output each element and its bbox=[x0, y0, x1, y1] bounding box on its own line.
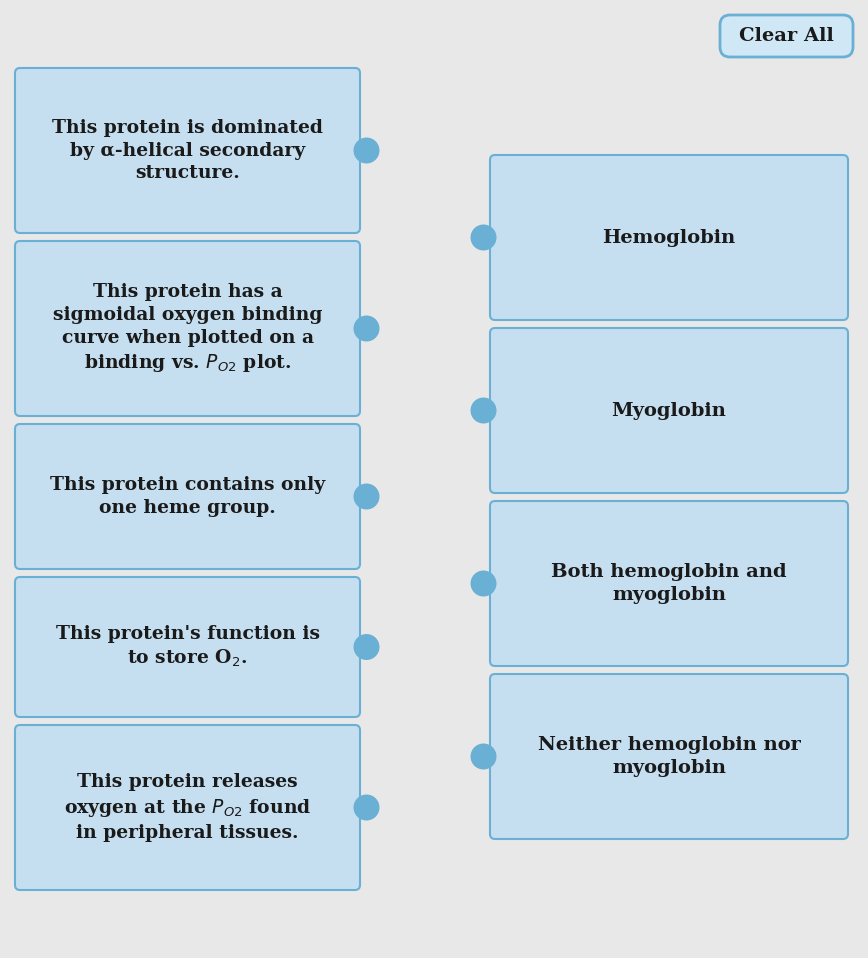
FancyBboxPatch shape bbox=[490, 501, 848, 666]
Circle shape bbox=[470, 743, 496, 769]
Text: Myoglobin: Myoglobin bbox=[612, 401, 727, 420]
Circle shape bbox=[353, 315, 379, 341]
Circle shape bbox=[470, 398, 496, 423]
FancyBboxPatch shape bbox=[15, 241, 360, 416]
Circle shape bbox=[353, 484, 379, 510]
FancyBboxPatch shape bbox=[490, 155, 848, 320]
Text: This protein's function is
to store O$_2$.: This protein's function is to store O$_2… bbox=[56, 625, 319, 670]
Text: This protein is dominated
by α-helical secondary
structure.: This protein is dominated by α-helical s… bbox=[52, 119, 323, 182]
Text: Hemoglobin: Hemoglobin bbox=[602, 229, 735, 246]
Circle shape bbox=[353, 634, 379, 660]
Text: This protein has a
sigmoidal oxygen binding
curve when plotted on a
binding vs. : This protein has a sigmoidal oxygen bind… bbox=[53, 283, 322, 375]
Text: Clear All: Clear All bbox=[739, 27, 834, 45]
Text: Neither hemoglobin nor
myoglobin: Neither hemoglobin nor myoglobin bbox=[537, 736, 800, 777]
Circle shape bbox=[353, 138, 379, 164]
FancyBboxPatch shape bbox=[15, 68, 360, 233]
FancyBboxPatch shape bbox=[15, 577, 360, 717]
Circle shape bbox=[353, 794, 379, 820]
FancyBboxPatch shape bbox=[490, 328, 848, 493]
Text: This protein releases
oxygen at the $\mathit{P}_{\mathit{O2}}$ found
in peripher: This protein releases oxygen at the $\ma… bbox=[64, 773, 312, 842]
Circle shape bbox=[470, 571, 496, 597]
FancyBboxPatch shape bbox=[15, 725, 360, 890]
Text: This protein contains only
one heme group.: This protein contains only one heme grou… bbox=[49, 476, 326, 517]
Circle shape bbox=[470, 224, 496, 250]
FancyBboxPatch shape bbox=[15, 424, 360, 569]
FancyBboxPatch shape bbox=[490, 674, 848, 839]
Text: Both hemoglobin and
myoglobin: Both hemoglobin and myoglobin bbox=[551, 563, 786, 604]
FancyBboxPatch shape bbox=[720, 15, 853, 57]
